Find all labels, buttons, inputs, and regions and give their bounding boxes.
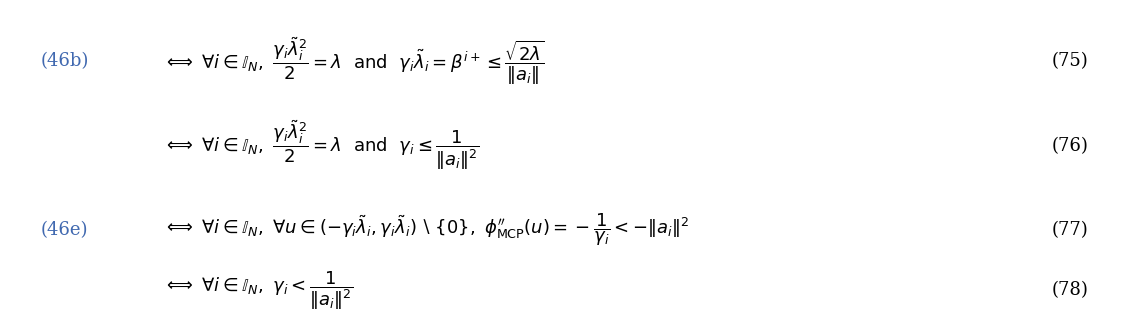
Text: (77): (77) — [1052, 221, 1088, 239]
Text: $\Longleftrightarrow\ \forall i \in \mathbb{I}_N,\ \gamma_i < \dfrac{1}{\|a_i\|^: $\Longleftrightarrow\ \forall i \in \mat… — [163, 269, 353, 312]
Text: $\Longleftrightarrow\ \forall i \in \mathbb{I}_N,\ \dfrac{\gamma_i \tilde{\lambd: $\Longleftrightarrow\ \forall i \in \mat… — [163, 36, 544, 87]
Text: $\Longleftrightarrow\ \forall i \in \mathbb{I}_N,\ \dfrac{\gamma_i \tilde{\lambd: $\Longleftrightarrow\ \forall i \in \mat… — [163, 119, 480, 172]
Text: (78): (78) — [1052, 281, 1088, 299]
Text: $\Longleftrightarrow\ \forall i \in \mathbb{I}_N,\ \forall u \in (-\gamma_i\tild: $\Longleftrightarrow\ \forall i \in \mat… — [163, 212, 690, 249]
Text: (46b): (46b) — [41, 52, 89, 70]
Text: (76): (76) — [1052, 137, 1088, 155]
Text: (46e): (46e) — [41, 221, 88, 239]
Text: (75): (75) — [1052, 52, 1088, 70]
